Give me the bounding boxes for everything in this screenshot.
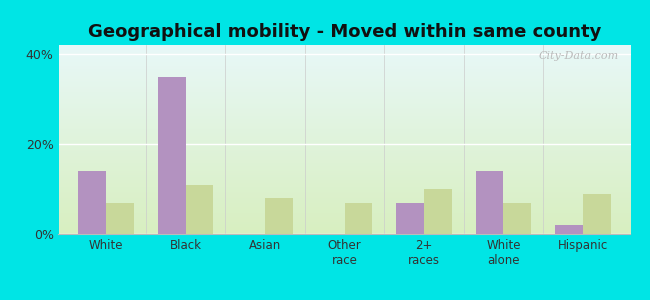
Bar [344,202,372,234]
Bar [79,171,106,234]
Bar [158,76,186,234]
Title: Geographical mobility - Moved within same county: Geographical mobility - Moved within sam… [88,23,601,41]
Bar [106,202,134,234]
Bar [186,184,213,234]
Bar [424,189,452,234]
Bar [555,225,583,234]
Bar [503,202,531,234]
Bar [476,171,503,234]
Text: City-Data.com: City-Data.com [539,51,619,61]
Bar [396,202,424,234]
Bar [583,194,610,234]
Bar [265,198,293,234]
